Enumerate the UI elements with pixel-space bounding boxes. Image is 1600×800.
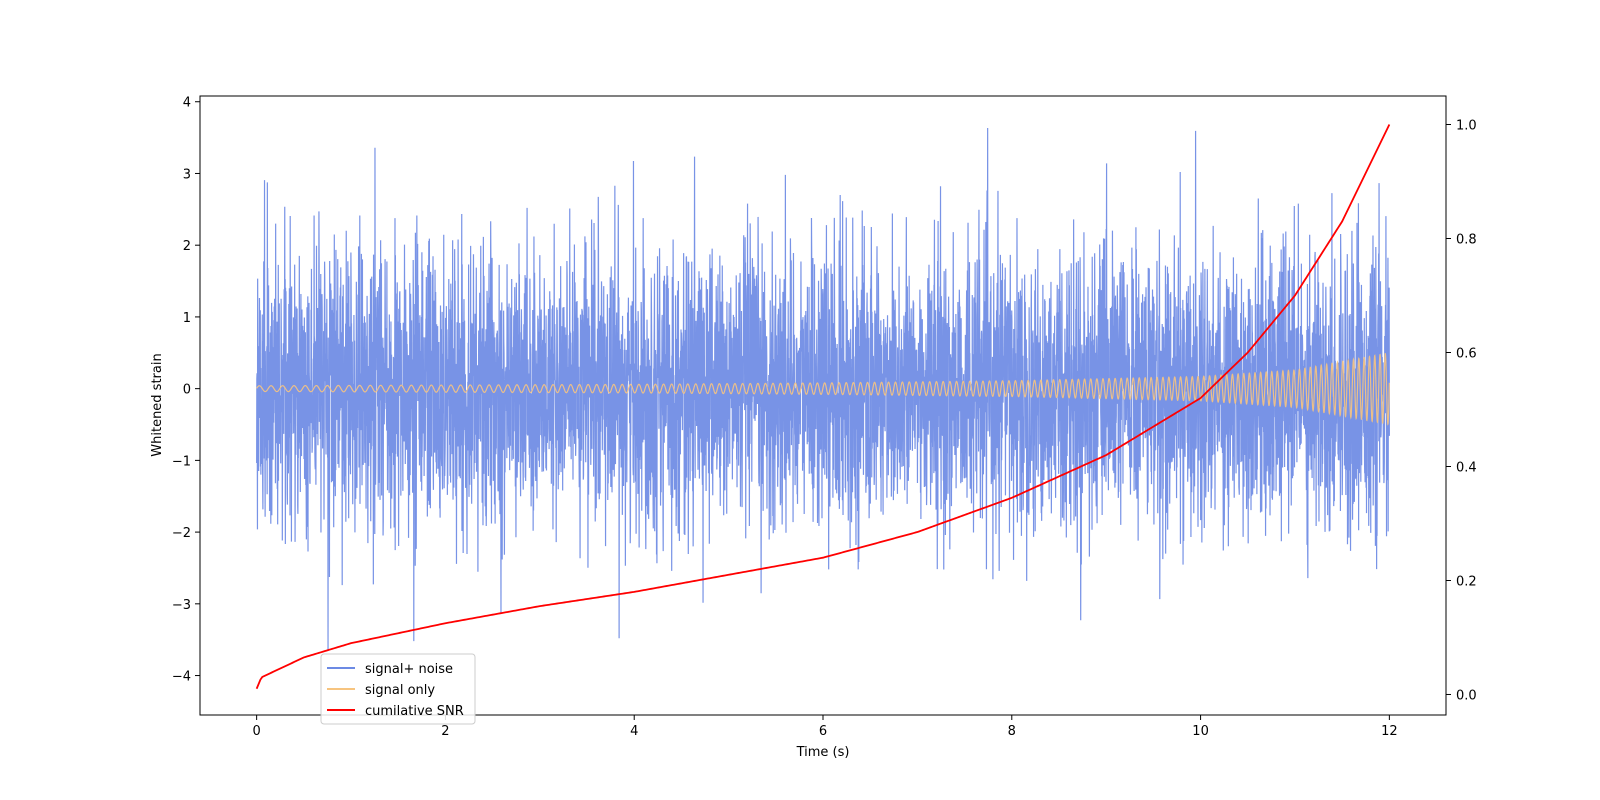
y2-axis: 0.0 0.2 0.4 0.6 0.8 1.0 [1446,118,1477,703]
y-tick-label: −4 [172,670,191,685]
y2-tick-label: 0.6 [1456,346,1477,361]
y-axis-label: Whitened strain [150,353,165,456]
x-tick-label: 6 [819,724,827,739]
x-axis: 0 2 4 6 8 10 12 [252,715,1398,739]
y2-tick-label: 0.8 [1456,232,1477,247]
legend-label: signal only [365,683,435,698]
legend-box [320,653,476,725]
y-tick-label: −1 [172,454,191,469]
series-signal-noise-line [256,128,1390,652]
legend-label: cumilative SNR [365,704,464,719]
y-tick-label: 0 [183,383,191,398]
y-tick-label: −2 [172,526,191,541]
y2-tick-label: 0.2 [1456,574,1477,589]
legend-label: signal+ noise [365,662,453,677]
legend: signal+ noise signal only cumilative SNR [320,653,476,725]
x-tick-label: 8 [1008,724,1016,739]
y-tick-label: 1 [183,311,191,326]
y-tick-label: 2 [183,239,191,254]
series-signal-only-line [256,352,1390,426]
y-tick-label: −3 [172,598,191,613]
y2-tick-label: 0.0 [1456,688,1477,703]
x-tick-label: 4 [630,724,638,739]
y-tick-label: 4 [183,96,191,111]
x-tick-label: 12 [1381,724,1398,739]
y-tick-label: 3 [183,167,191,182]
y2-tick-label: 1.0 [1456,118,1477,133]
x-tick-label: 10 [1192,724,1209,739]
y2-tick-label: 0.4 [1456,460,1477,475]
x-axis-label: Time (s) [796,745,850,760]
x-tick-label: 2 [441,724,449,739]
plot-area [255,124,1391,690]
x-tick-label: 0 [252,724,260,739]
y-axis: −4 −3 −2 −1 0 1 2 3 4 [172,96,200,685]
series-cumulative-snr-line [255,124,1391,690]
